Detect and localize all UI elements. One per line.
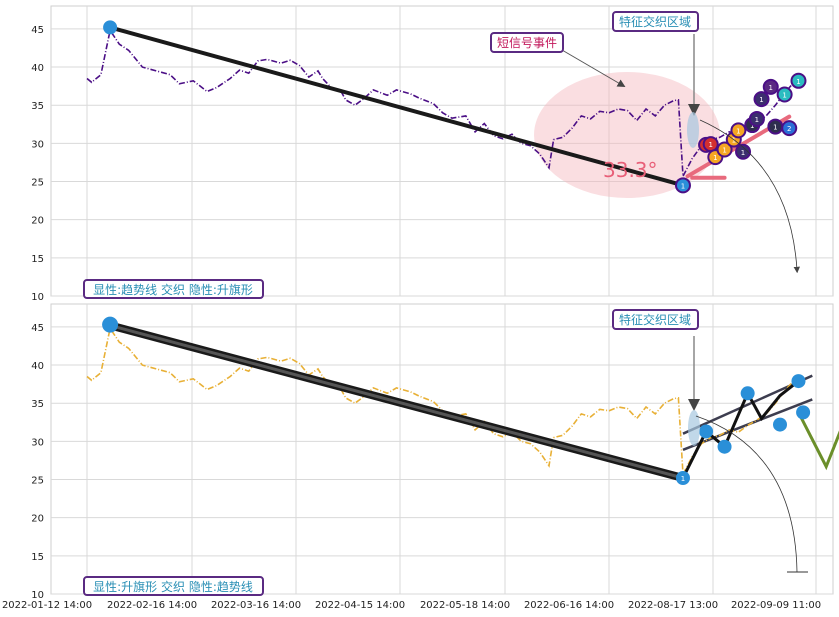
marker-label: 1 <box>722 146 726 154</box>
y-tick-label: 35 <box>31 101 44 112</box>
short-signal-label: 短信号事件 <box>497 36 557 50</box>
x-tick-labels: 2022-01-12 14:00 2022-02-16 14:00 2022-03-… <box>2 600 821 611</box>
x-tick-label: 2022-04-15 14:00 <box>315 600 405 611</box>
marker-point <box>781 120 798 137</box>
bottom-panel: 10 15 20 25 30 35 40 45 2022-01-12 14:00 2022-02… <box>2 303 839 611</box>
short-signal-box <box>490 32 564 53</box>
marker-label: 1 <box>732 137 736 145</box>
signal-arrow <box>561 49 626 88</box>
x-tick-label: 2022-09-09 11:00 <box>731 600 821 611</box>
y-tick-label: 20 <box>31 514 44 525</box>
x-tick-label: 2022-06-16 14:00 <box>524 600 614 611</box>
curve-arrow <box>699 119 800 274</box>
marker-point <box>717 439 732 454</box>
marker-label: 1 <box>741 149 745 157</box>
marker-point <box>773 417 787 432</box>
marker-point <box>102 316 119 333</box>
top-trendline <box>109 25 684 188</box>
marker-point <box>753 91 770 108</box>
marker-label: 1 <box>759 96 763 104</box>
bottom-trendline <box>109 321 685 482</box>
top-box <box>83 279 264 299</box>
zone-glow-top <box>687 112 699 148</box>
zone-box-top <box>612 11 699 32</box>
zone-label-bottom: 特征交织区域 <box>619 312 691 327</box>
marker-label: 2 <box>787 125 791 133</box>
bottom-box-label: 显性:升旗形 交织 隐性:趋势线 <box>93 579 253 594</box>
trendline <box>109 323 684 480</box>
bottom-y-tick-labels: 10 15 20 25 30 35 40 45 <box>31 323 44 601</box>
y-tick-label: 45 <box>31 25 44 36</box>
angle-label: 33.3° <box>603 158 658 182</box>
marker-label: 1 <box>782 92 786 100</box>
y-tick-label: 25 <box>31 178 44 189</box>
marker-point <box>796 405 811 420</box>
forecast-path <box>797 411 839 471</box>
marker-point <box>740 386 755 401</box>
series-line <box>86 28 799 180</box>
top-y-tick-labels: 10 15 20 25 30 35 40 45 <box>31 25 44 303</box>
curve-arrow-bottom <box>695 415 798 573</box>
y-tick-label: 35 <box>31 399 44 410</box>
marker-label: 1 <box>736 127 740 135</box>
marker-label: 1 <box>713 154 717 162</box>
y-tick-label: 30 <box>31 437 44 448</box>
zone-box-bottom <box>612 309 699 330</box>
marker-label: 1 <box>750 122 754 130</box>
marker-point <box>675 471 690 485</box>
forecast-green <box>797 411 839 471</box>
marker-point <box>748 110 765 127</box>
top-price-series <box>86 28 799 180</box>
top-box-label: 显性:趋势线 交织 隐性:升旗形 <box>93 282 253 297</box>
marker-point <box>791 374 806 389</box>
zone-glow-bottom <box>688 410 700 446</box>
bottom-markers: 1 <box>102 316 811 485</box>
marker-point <box>103 20 118 35</box>
y-tick-label: 15 <box>31 254 44 265</box>
marker-label: 1 <box>755 116 759 124</box>
x-tick-label: 2022-03-16 14:00 <box>211 600 301 611</box>
y-tick-label: 30 <box>31 139 44 150</box>
short-signal-ellipse <box>534 72 720 198</box>
bottom-box <box>83 576 264 596</box>
top-markers: 1111111111111121 <box>103 20 807 194</box>
marker-point <box>790 72 807 89</box>
marker-point <box>735 143 752 160</box>
y-tick-label: 15 <box>31 552 44 563</box>
x-tick-label: 2022-01-12 14:00 <box>2 600 92 611</box>
y-tick-label: 10 <box>31 590 44 601</box>
y-tick-label: 20 <box>31 216 44 227</box>
y-tick-label: 10 <box>31 292 44 303</box>
x-tick-label: 2022-05-18 14:00 <box>420 600 510 611</box>
y-tick-label: 40 <box>31 361 44 372</box>
marker-point <box>762 78 779 95</box>
trendline <box>109 25 684 188</box>
marker-label: 1 <box>681 475 685 483</box>
marker-label: 1 <box>769 84 773 92</box>
marker-label: 1 <box>681 182 685 190</box>
y-tick-label: 45 <box>31 323 44 334</box>
marker-label: 1 <box>796 78 800 86</box>
zone-label-top: 特征交织区域 <box>619 14 691 29</box>
y-tick-label: 25 <box>31 476 44 487</box>
bottom-grid <box>51 304 833 595</box>
marker-point <box>776 86 793 103</box>
marker-label: 1 <box>773 124 777 132</box>
marker-point <box>716 141 733 158</box>
marker-point <box>730 122 747 139</box>
marker-point <box>699 424 714 439</box>
marker-point <box>674 177 691 194</box>
marker-label: 1 <box>708 141 712 149</box>
x-tick-label: 2022-08-17 13:00 <box>628 600 718 611</box>
y-tick-label: 40 <box>31 63 44 74</box>
x-tick-label: 2022-02-16 14:00 <box>107 600 197 611</box>
